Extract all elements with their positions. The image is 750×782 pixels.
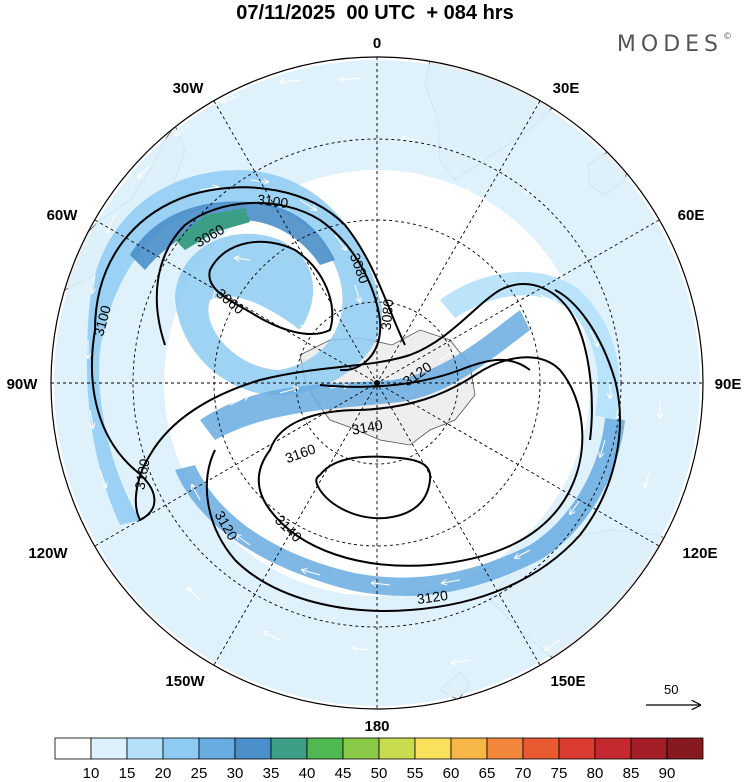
shade-jet-core (130, 201, 335, 270)
colorbar-tick-label: 10 (83, 765, 100, 782)
lon-label-90e: 90E (715, 376, 742, 393)
map-area (51, 57, 703, 709)
colorbar-box (450, 737, 488, 760)
colorbar-tick-label: 25 (191, 765, 208, 782)
colorbar-tick-label: 40 (299, 765, 316, 782)
lon-label-60e: 60E (678, 207, 705, 224)
colorbar-box (234, 737, 272, 760)
colorbar-box (270, 737, 308, 760)
contour-3140 (257, 356, 584, 567)
colorbar-tick-label: 20 (155, 765, 172, 782)
brand-logo: MODES© (617, 32, 732, 57)
map-border (50, 56, 704, 710)
colorbar-box (558, 737, 596, 760)
colorbar-box (414, 737, 452, 760)
contour-3080 (155, 201, 382, 372)
height-contours (91, 186, 621, 612)
contour-3160 (315, 455, 432, 520)
colorbar-tick-label: 60 (443, 765, 460, 782)
lon-label-30w: 30W (173, 80, 205, 97)
lon-label-0: 0 (373, 35, 381, 52)
contour-3100-west (91, 283, 593, 522)
contour-3060 (208, 240, 334, 336)
colorbar-box (306, 737, 344, 760)
contour-label: 3100 (131, 457, 152, 491)
colorbar-tick-label: 65 (479, 765, 496, 782)
colorbar-box (522, 737, 560, 760)
wind-vectors (88, 78, 660, 663)
colorbar-box (594, 737, 632, 760)
lon-label-60w: 60W (47, 207, 79, 224)
brand-text: MODES (616, 32, 723, 57)
colorbar-tick-label: 55 (407, 765, 424, 782)
colorbar-tick-label: 90 (659, 765, 676, 782)
lon-label-120e: 120E (682, 545, 717, 562)
colorbar-tick-label: 35 (263, 765, 280, 782)
colorbar: 10 15 20 25 30 35 40 45 50 55 60 65 70 75 80 85 90 (54, 737, 704, 782)
colorbar-box (342, 737, 380, 760)
longitude-labels: 0 30W 30E 60W 60E 90W 90E 120W 120E 150W… (7, 35, 742, 735)
lon-label-90w: 90W (7, 376, 39, 393)
lon-label-30e: 30E (553, 80, 580, 97)
contour-label: 3100 (256, 191, 289, 211)
lon-label-150w: 150W (165, 673, 205, 690)
shade-jet-east (440, 271, 620, 420)
colorbar-tick-label: 45 (335, 765, 352, 782)
colorbar-box (54, 737, 92, 760)
shade-jet-max (175, 208, 250, 250)
colorbar-box (126, 737, 164, 760)
contour-label: 3120 (416, 587, 449, 607)
colorbar-tick-label: 85 (623, 765, 640, 782)
lon-label-180: 180 (364, 718, 389, 735)
colorbar-box (666, 737, 704, 760)
polar-map: 3100 3080 3060 3060 3100 3080 3120 3140 … (7, 35, 742, 735)
colorbar-box (162, 737, 200, 760)
contour-label: 3100 (90, 303, 114, 337)
colorbar-tick-label: 75 (551, 765, 568, 782)
colorbar-box (90, 737, 128, 760)
colorbar-tick-label: 30 (227, 765, 244, 782)
colorbar-boxes (54, 737, 704, 760)
contour-label: 3140 (350, 416, 384, 437)
reference-vector-label: 50 (664, 682, 679, 697)
wind-speed-shading (53, 60, 700, 706)
colorbar-box (378, 737, 416, 760)
colorbar-box (486, 737, 524, 760)
contour-3100-north (94, 186, 406, 346)
contour-label: 3080 (378, 298, 397, 331)
colorbar-tick-label: 15 (119, 765, 136, 782)
colorbar-ticks: 10 15 20 25 30 35 40 45 50 55 60 65 70 75 80 85 90 (83, 765, 676, 782)
shade-jet-west (86, 170, 383, 525)
colorbar-tick-label: 70 (515, 765, 532, 782)
shade-jet-center (200, 310, 530, 440)
colorbar-box (630, 737, 668, 760)
colorbar-box (198, 737, 236, 760)
chart-title: 07/11/2025 00 UTC + 084 hrs (236, 2, 514, 24)
contour-3120-south (205, 289, 621, 612)
shade-jet-south (175, 418, 625, 596)
colorbar-tick-label: 80 (587, 765, 604, 782)
colorbar-tick-label: 50 (371, 765, 388, 782)
south-pole-marker (374, 380, 380, 386)
lon-label-150e: 150E (550, 673, 585, 690)
brand-mark: © (723, 32, 732, 42)
lon-label-120w: 120W (28, 545, 68, 562)
